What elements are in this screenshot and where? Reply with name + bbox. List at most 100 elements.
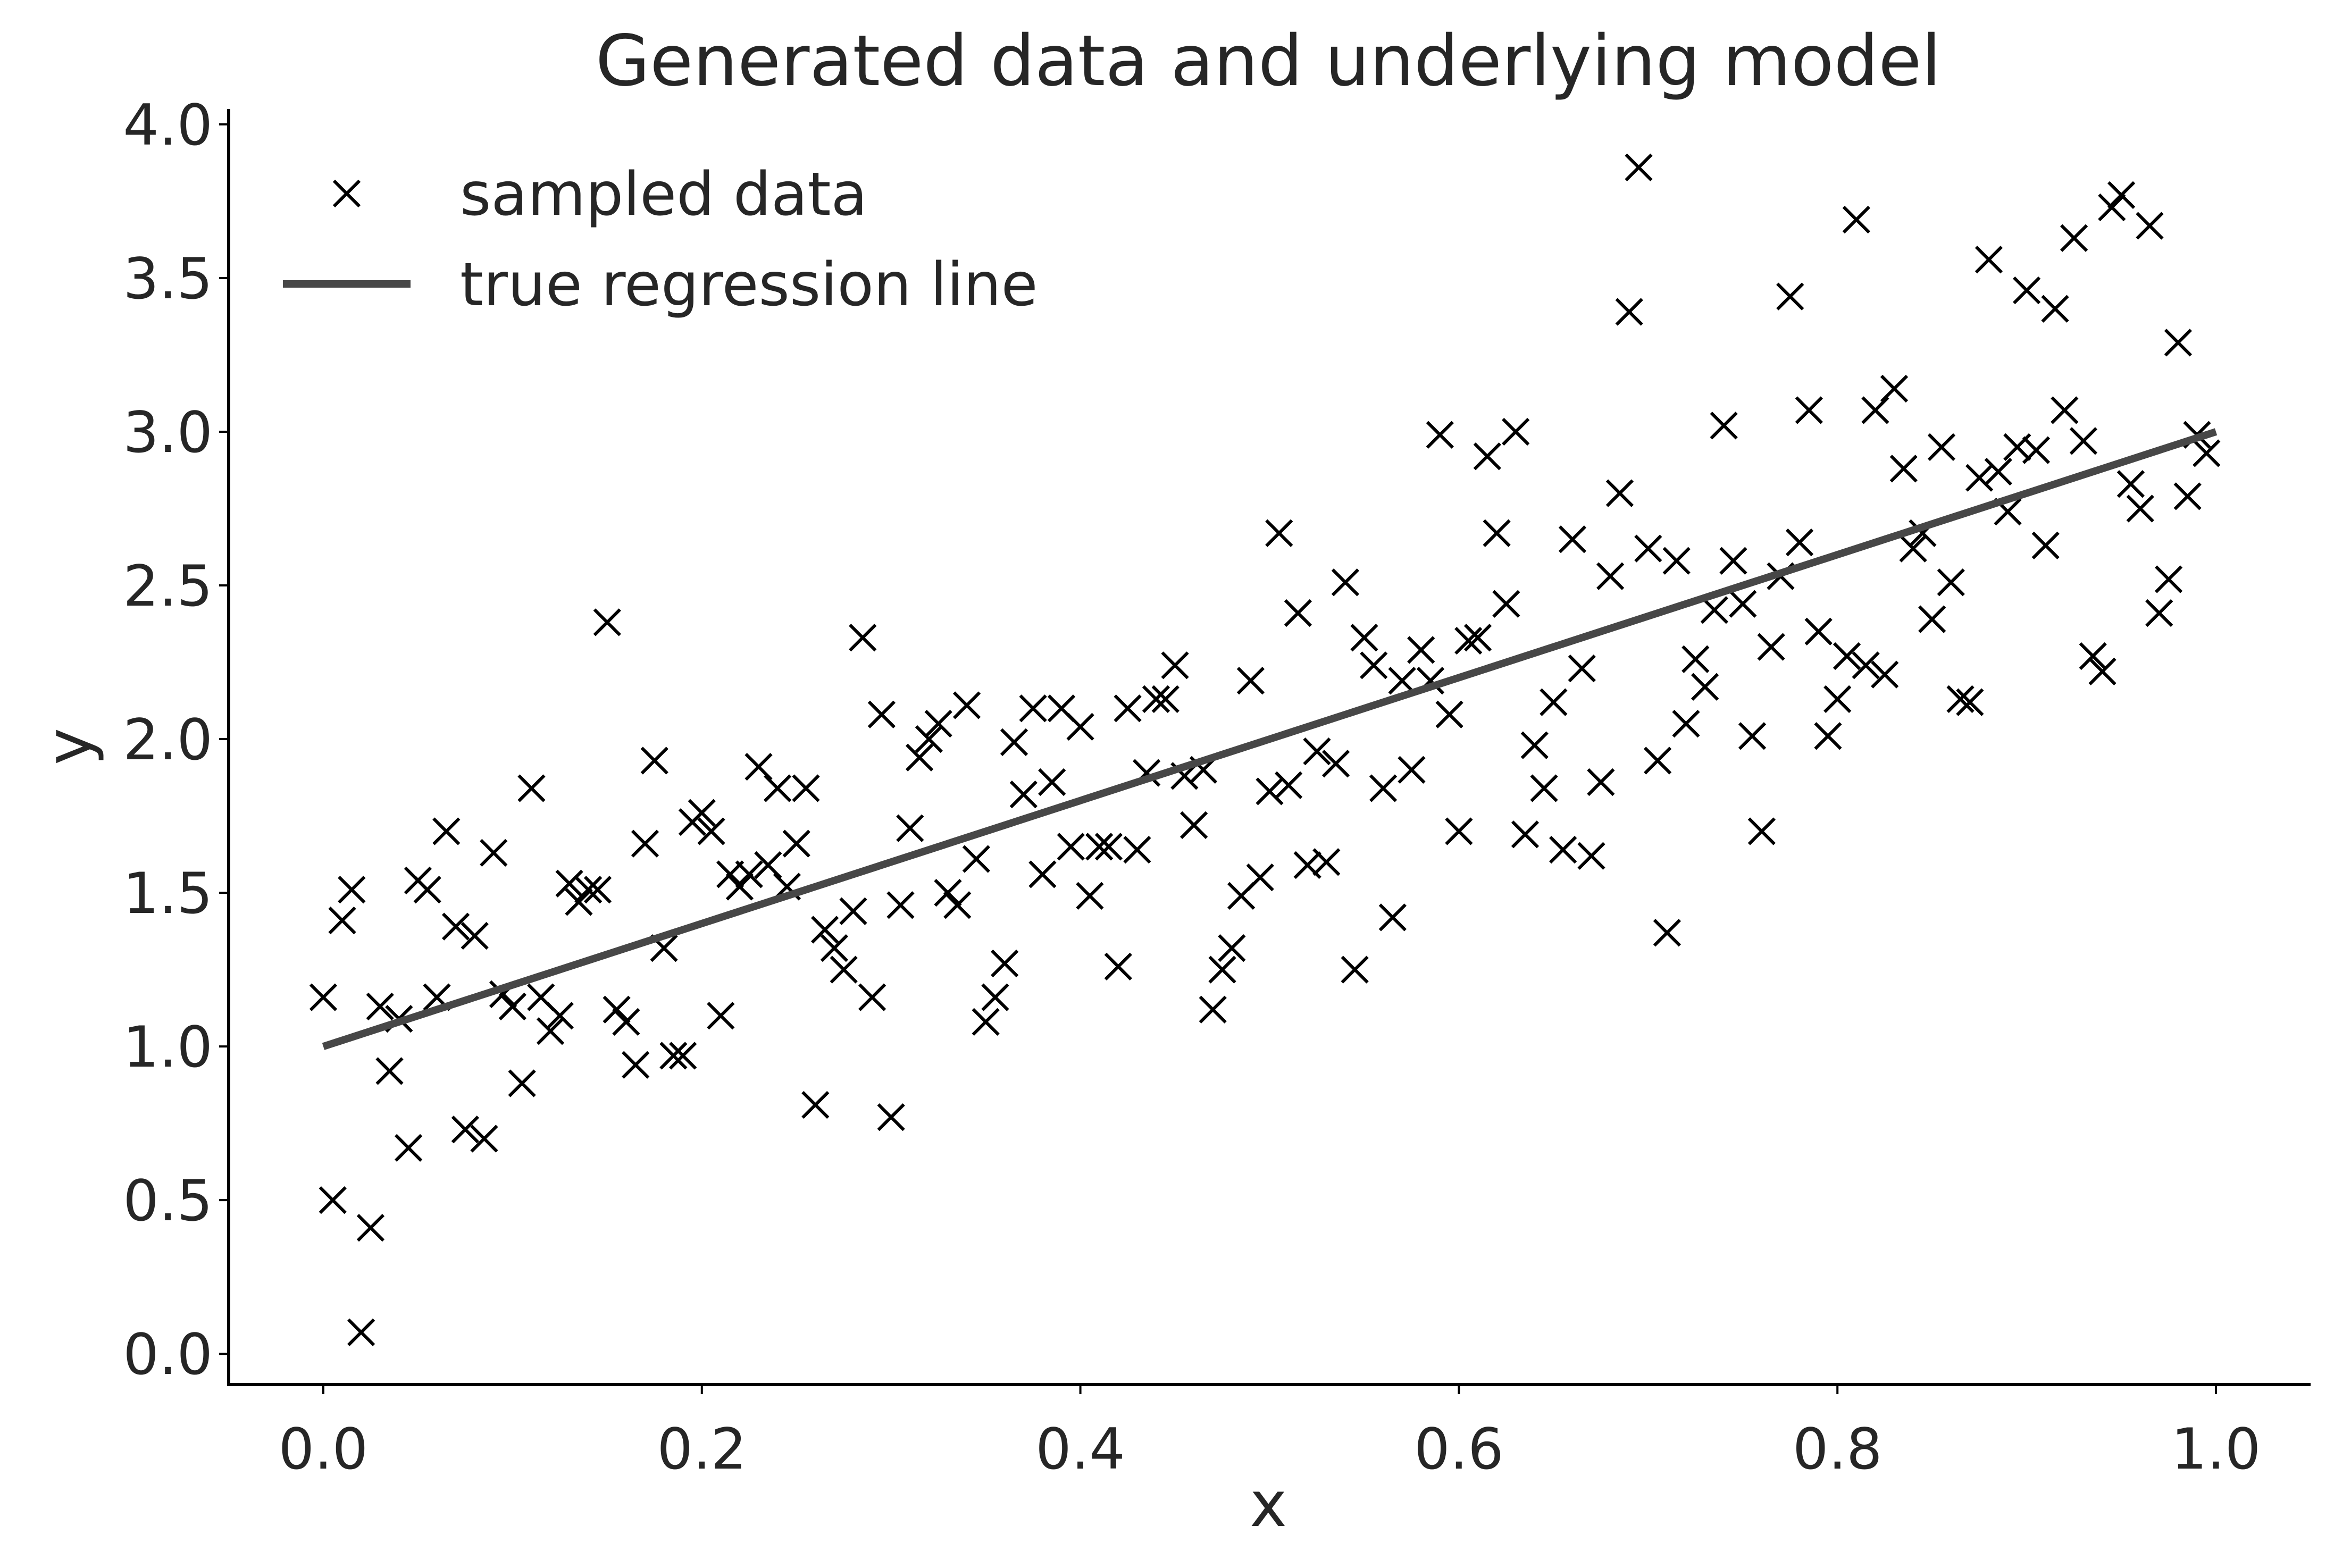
data-point xyxy=(394,1134,423,1162)
data-point xyxy=(1804,617,1833,645)
data-point xyxy=(2136,212,2164,240)
data-point xyxy=(1341,955,1369,984)
data-point xyxy=(886,891,915,919)
data-point xyxy=(1558,525,1587,554)
data-point xyxy=(1360,651,1388,680)
data-point xyxy=(1861,396,1889,424)
data-point xyxy=(839,897,867,925)
x-tick-label: 0.6 xyxy=(1414,1416,1504,1482)
data-point xyxy=(1369,774,1398,802)
data-point xyxy=(1937,568,1965,597)
data-point xyxy=(1502,417,1530,446)
data-point xyxy=(1009,780,1038,809)
data-point xyxy=(1246,863,1274,892)
data-point xyxy=(1852,651,1880,680)
data-point xyxy=(754,851,782,879)
data-point xyxy=(2060,224,2088,252)
data-point xyxy=(1975,246,2003,274)
data-point xyxy=(905,743,934,772)
data-point xyxy=(1161,651,1189,680)
data-point xyxy=(981,983,1009,1011)
data-point xyxy=(877,1103,905,1131)
data-point xyxy=(2022,436,2051,464)
data-point xyxy=(924,710,952,738)
data-point xyxy=(640,747,668,775)
data-point xyxy=(810,916,839,944)
data-point xyxy=(820,934,849,962)
data-point xyxy=(1682,645,1710,673)
data-point xyxy=(1729,590,1757,618)
data-point xyxy=(764,774,792,802)
data-point xyxy=(1038,768,1066,796)
y-tick-label: 0.0 xyxy=(123,1322,213,1387)
data-point xyxy=(366,992,394,1021)
data-point xyxy=(1057,833,1085,861)
data-point xyxy=(934,878,962,907)
data-point xyxy=(1871,660,1899,689)
y-tick-label: 2.0 xyxy=(123,707,213,773)
data-point xyxy=(1473,442,1501,471)
data-point xyxy=(2164,329,2192,357)
data-point xyxy=(1303,737,1331,766)
data-point xyxy=(1407,636,1435,664)
data-point xyxy=(1076,882,1104,910)
data-point xyxy=(480,838,508,867)
data-point xyxy=(707,1002,735,1030)
data-point xyxy=(1463,624,1492,652)
y-tick-label: 2.5 xyxy=(123,554,213,619)
legend: sampled data true regression line xyxy=(283,160,1038,320)
data-point xyxy=(1710,412,1738,440)
data-point xyxy=(1795,396,1823,424)
data-point xyxy=(593,608,621,636)
data-point xyxy=(1946,685,1975,714)
data-point xyxy=(830,955,858,984)
data-point xyxy=(1889,455,1918,483)
data-point xyxy=(1625,153,1653,181)
scatter-series-sampled-data xyxy=(309,153,2221,1346)
data-point xyxy=(1568,654,1596,683)
data-point xyxy=(565,888,593,916)
data-point xyxy=(1511,820,1540,849)
data-point xyxy=(622,1051,650,1079)
data-point xyxy=(1738,722,1767,750)
y-tick-label: 3.5 xyxy=(123,246,213,312)
data-point xyxy=(867,700,896,728)
data-point xyxy=(498,992,526,1021)
y-axis-ticks: 0.0 0.5 1.0 1.5 2.0 2.5 3.0 3.5 4.0 xyxy=(123,93,229,1387)
x-tick-label: 0.0 xyxy=(279,1416,369,1482)
data-point xyxy=(1492,590,1520,618)
data-point xyxy=(1321,750,1350,778)
data-point xyxy=(952,691,981,719)
data-point xyxy=(1028,860,1057,888)
data-point xyxy=(574,876,603,904)
legend-scatter-marker xyxy=(332,179,361,208)
data-point xyxy=(1615,298,1643,326)
data-point xyxy=(2107,181,2136,209)
data-point xyxy=(1880,374,1909,403)
data-point xyxy=(1019,694,1047,723)
y-tick-label: 4.0 xyxy=(123,93,213,158)
data-point xyxy=(2098,193,2126,222)
data-point xyxy=(461,921,489,950)
data-point xyxy=(1662,547,1691,575)
data-point xyxy=(849,624,877,652)
data-point xyxy=(1000,728,1028,756)
data-point xyxy=(1549,836,1577,864)
data-point xyxy=(508,1069,536,1097)
data-point xyxy=(725,873,754,901)
y-tick-label: 1.0 xyxy=(123,1014,213,1080)
data-point xyxy=(1265,519,1293,547)
data-point xyxy=(603,995,631,1024)
data-point xyxy=(782,829,810,858)
data-point xyxy=(1284,599,1312,627)
data-point xyxy=(2088,657,2117,685)
data-point xyxy=(1180,811,1208,840)
data-point xyxy=(1577,842,1605,870)
x-axis-label: x xyxy=(1250,1468,1287,1541)
data-point xyxy=(1208,955,1236,984)
data-point xyxy=(2117,470,2145,498)
data-point xyxy=(697,817,725,845)
chart-title: Generated data and underlying model xyxy=(596,20,1941,102)
data-point xyxy=(1785,528,1814,557)
